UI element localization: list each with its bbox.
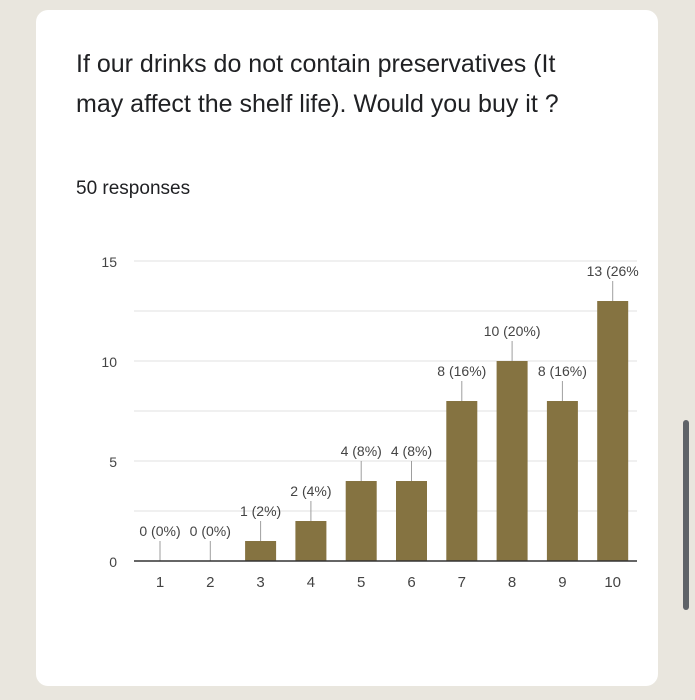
bar — [245, 541, 277, 561]
data-label: 4 (8%) — [391, 443, 432, 459]
scrollbar[interactable] — [683, 420, 689, 610]
x-tick-label: 9 — [558, 574, 566, 591]
data-label: 4 (8%) — [341, 443, 382, 459]
y-tick-label: 15 — [101, 254, 117, 270]
y-tick-label: 0 — [109, 554, 117, 570]
x-tick-label: 1 — [156, 574, 164, 591]
x-tick-label: 7 — [458, 574, 466, 591]
bar — [295, 521, 327, 561]
y-tick-label: 5 — [109, 454, 117, 470]
response-summary-card: If our drinks do not contain preservativ… — [36, 10, 658, 686]
bar — [597, 301, 629, 561]
bar — [496, 361, 528, 561]
data-label: 2 (4%) — [290, 483, 331, 499]
data-label: 0 (0%) — [190, 523, 231, 539]
x-tick-label: 3 — [256, 574, 264, 591]
response-count: 50 responses — [76, 178, 191, 199]
x-tick-label: 2 — [206, 574, 214, 591]
data-label: 8 (16%) — [437, 363, 486, 379]
bar — [446, 401, 478, 561]
x-tick-label: 8 — [508, 574, 516, 591]
data-label: 0 (0%) — [139, 523, 180, 539]
x-tick-label: 4 — [307, 574, 315, 591]
x-tick-label: 10 — [604, 574, 621, 591]
y-tick-label: 10 — [101, 354, 117, 370]
bar — [396, 481, 427, 561]
data-label: 13 (26% — [587, 263, 639, 279]
x-tick-label: 5 — [357, 574, 365, 591]
data-label: 8 (16%) — [538, 363, 587, 379]
bar — [546, 401, 578, 561]
question-title: If our drinks do not contain preservativ… — [76, 50, 559, 118]
data-label: 1 (2%) — [240, 503, 281, 519]
data-label: 10 (20%) — [484, 323, 541, 339]
x-tick-label: 6 — [407, 574, 415, 591]
bar — [345, 481, 377, 561]
